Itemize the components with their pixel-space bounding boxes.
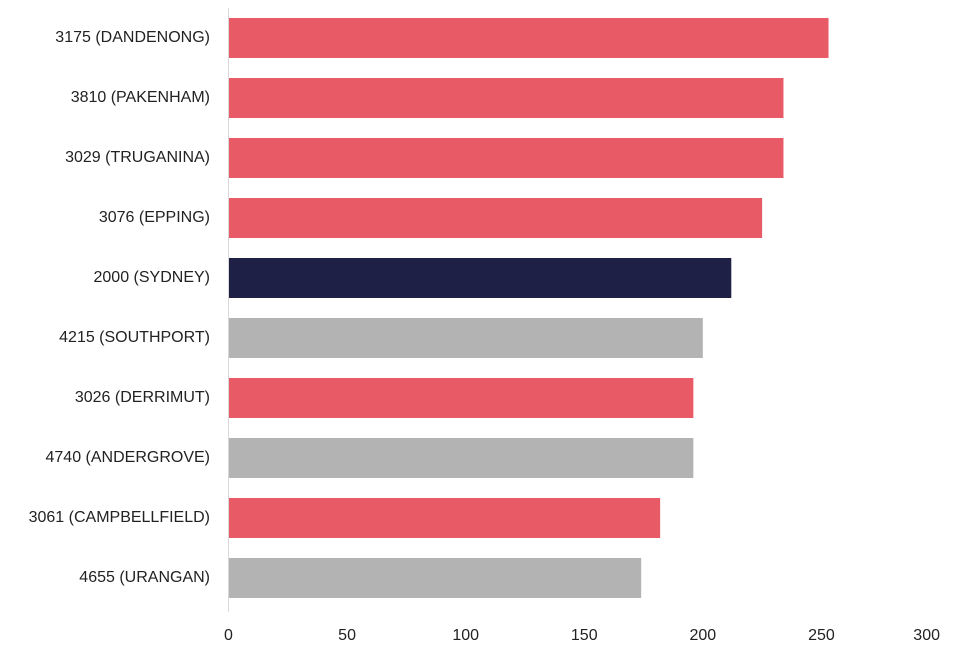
category-label: 2000 (SYDNEY): [94, 269, 211, 286]
x-tick-label: 150: [571, 627, 598, 644]
bar: [228, 318, 703, 358]
category-labels-group: 3175 (DANDENONG) 3810 (PAKENHAM) 3029 (TRU…: [29, 29, 210, 586]
bar: [228, 138, 784, 178]
category-label: 3061 (CAMPBELLFIELD): [29, 509, 210, 526]
category-label: 3175 (DANDENONG): [55, 29, 210, 46]
category-label: 3810 (PAKENHAM): [71, 89, 210, 106]
x-tick-labels-group: 0 50 100 150 200 250 300: [224, 627, 940, 644]
category-label: 3076 (EPPING): [99, 209, 210, 226]
x-tick-label: 300: [913, 627, 940, 644]
bar: [228, 258, 732, 298]
x-tick-label: 200: [689, 627, 716, 644]
category-label: 4655 (URANGAN): [79, 569, 210, 586]
bar: [228, 498, 661, 538]
bar: [228, 558, 642, 598]
bar: [228, 438, 694, 478]
bar: [228, 18, 829, 58]
bar: [228, 198, 763, 238]
bar: [228, 378, 694, 418]
category-label: 4740 (ANDERGROVE): [46, 449, 211, 466]
bars-group: [228, 18, 829, 598]
category-label: 4215 (SOUTHPORT): [59, 329, 210, 346]
category-label: 3029 (TRUGANINA): [65, 149, 210, 166]
x-tick-label: 0: [224, 627, 233, 644]
category-label: 3026 (DERRIMUT): [75, 389, 210, 406]
x-tick-label: 100: [452, 627, 479, 644]
x-tick-label: 50: [338, 627, 356, 644]
x-tick-label: 250: [808, 627, 835, 644]
bar: [228, 78, 784, 118]
